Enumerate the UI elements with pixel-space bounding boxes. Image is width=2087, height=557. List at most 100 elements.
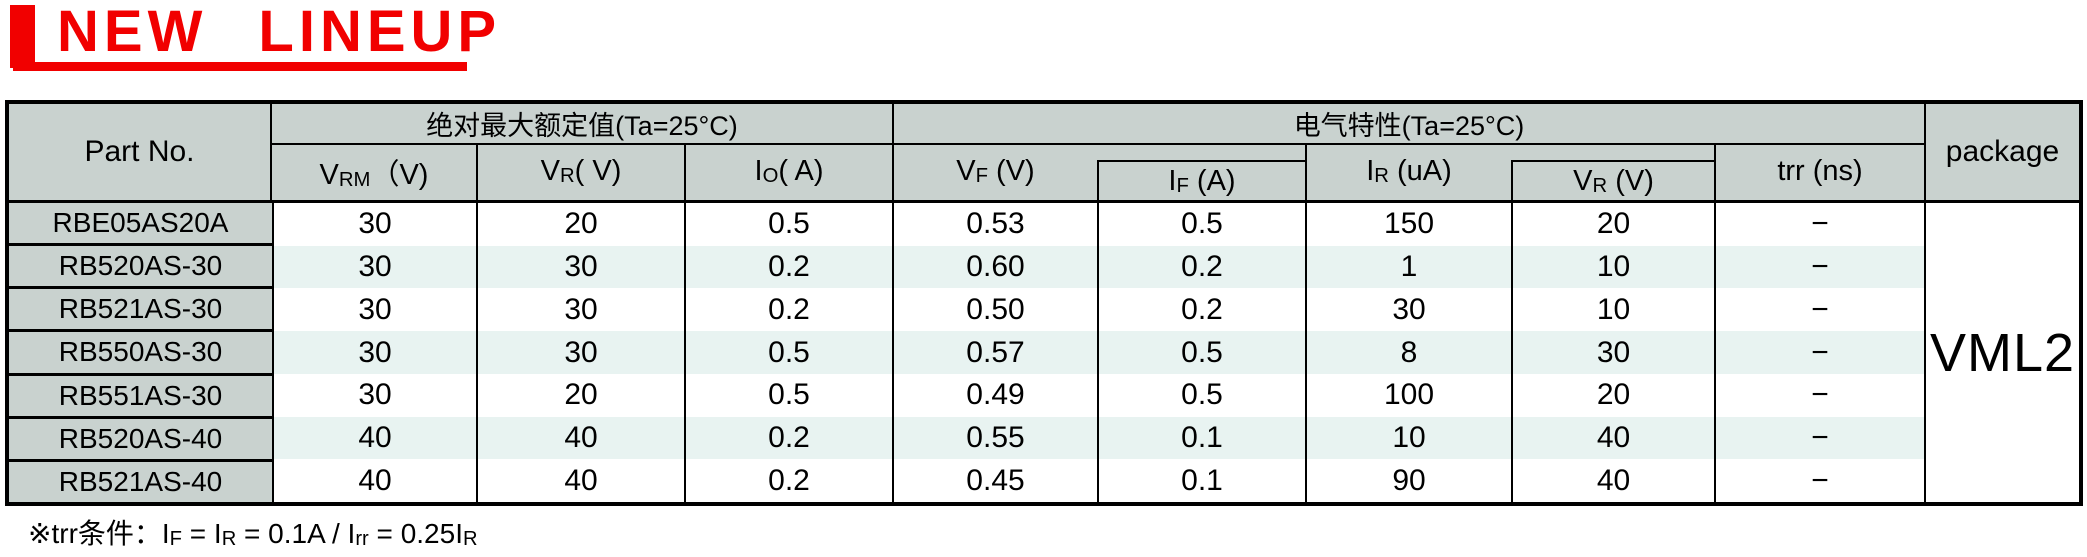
value-cell-ir: 90 [1307,459,1511,503]
symbol: trr [1777,155,1805,187]
header-body-divider [9,200,2079,203]
part-no-cell: RB520AS-30 [9,246,272,290]
value-cell-ir: 10 [1307,416,1511,460]
value-cell-ir: 1 [1307,245,1511,289]
unit: (V) [988,155,1035,187]
value-cell-trr: − [1716,288,1924,332]
value-cell-ir: 100 [1307,373,1511,417]
value-cell-io: 0.2 [686,245,892,289]
value-cell-vr2: 20 [1513,203,1714,246]
value-cell-io: 0.5 [686,203,892,246]
value-cell-vf: 0.60 [894,245,1097,289]
symbol-subscript: R [1374,165,1389,188]
part-no-cell: RB521AS-40 [9,461,272,502]
value-cell-vr: 30 [478,288,684,332]
unit: (uA) [1388,155,1452,187]
unit: (V) [1607,164,1654,197]
header-background [9,104,2079,200]
value-cell-vrm: 40 [274,459,476,503]
trr-condition-note: ※trr条件：IF = IR = 0.1A / Irr = 0.25IR [28,512,478,552]
value-cell-vrm: 30 [274,203,476,246]
group-header-electrical-characteristics: 电气特性(Ta=25°C) [892,104,1924,143]
value-cell-vr: 30 [478,245,684,289]
value-cell-vrm: 40 [274,416,476,460]
package-merged-cell: VML2 [1924,203,2079,502]
value-cell-ir: 150 [1307,203,1511,246]
value-cell-vf: 0.49 [894,373,1097,417]
symbol: V [319,158,339,191]
unit: （V) [370,158,429,191]
value-cell-trr: − [1716,373,1924,417]
column-part-no: RBE05AS20A RB520AS-30 RB521AS-30 RB550AS-30… [9,203,272,502]
note-text: = I [181,518,222,549]
note-subscript: R [462,528,478,551]
symbol: V [1573,164,1593,197]
note-subscript: R [221,528,237,551]
column-trr-values: − − − − − − − [1714,203,1924,503]
symbol: V [956,155,976,187]
note-text: = 0.25I [368,518,463,549]
part-no-cell: RB521AS-30 [9,289,272,333]
value-cell-vr2: 30 [1513,331,1714,374]
title-underline [13,62,467,71]
value-cell-if: 0.5 [1099,331,1305,374]
lineup-table: Part No. 绝对最大额定值(Ta=25°C) 电气特性(Ta=25°C) … [5,100,2083,506]
column-vf-values: 0.53 0.60 0.50 0.57 0.49 0.55 0.45 [892,203,1097,503]
column-vr-values: 20 30 30 30 20 40 40 [476,203,684,503]
value-cell-vf: 0.57 [894,331,1097,374]
part-no-cell: RB520AS-40 [9,418,272,462]
part-no-cell: RBE05AS20A [9,203,272,247]
value-cell-vr2: 40 [1513,416,1714,460]
value-cell-io: 0.2 [686,288,892,332]
value-cell-vr: 40 [478,416,684,460]
value-cell-io: 0.2 [686,416,892,460]
column-header-ir: IR (uA) [1305,143,1511,200]
note-text: = 0.1A / I [236,518,356,549]
column-header-if-condition: IF (A) [1097,160,1305,200]
value-cell-vr2: 10 [1513,245,1714,289]
value-cell-io: 0.5 [686,331,892,374]
group-subheader-divider [272,143,1924,145]
value-cell-vf: 0.55 [894,416,1097,460]
value-cell-if: 0.5 [1099,203,1305,246]
value-cell-vf: 0.50 [894,288,1097,332]
column-header-vf: VF (V) [892,143,1097,200]
value-cell-vf: 0.53 [894,203,1097,246]
value-cell-vrm: 30 [274,373,476,417]
unit: ( A) [778,155,824,187]
symbol-subscript: RM [338,168,371,191]
value-cell-trr: − [1716,203,1924,246]
column-header-vr: VR( V) [476,143,684,200]
group-header-absolute-maximum-ratings: 绝对最大额定值(Ta=25°C) [426,111,738,141]
unit: (ns) [1804,155,1863,187]
column-vr-condition-values: 20 10 10 30 20 40 40 [1511,203,1714,503]
column-header-part-no: Part No. [9,104,272,200]
column-if-values: 0.5 0.2 0.2 0.5 0.5 0.1 0.1 [1097,203,1305,503]
package-value: VML2 [1929,322,2076,383]
value-cell-vr2: 10 [1513,288,1714,332]
value-cell-vrm: 30 [274,288,476,332]
value-cell-vr2: 20 [1513,373,1714,417]
value-cell-trr: − [1716,416,1924,460]
symbol: I [1366,155,1375,187]
symbol-subscript: R [1592,174,1608,197]
value-cell-io: 0.2 [686,459,892,503]
value-cell-if: 0.2 [1099,245,1305,289]
column-header-trr: trr (ns) [1714,143,1924,200]
value-cell-vrm: 30 [274,245,476,289]
value-cell-trr: − [1716,459,1924,503]
value-cell-vr: 30 [478,331,684,374]
note-text: ※trr条件：I [28,518,170,549]
column-header-io: IO( A) [684,143,892,200]
note-subscript: rr [355,528,369,551]
value-cell-vrm: 30 [274,331,476,374]
value-cell-vr: 20 [478,203,684,246]
page-title: NEW LINEUP [57,0,502,64]
unit: (A) [1188,164,1236,197]
symbol: V [540,155,560,187]
part-no-cell: RB550AS-30 [9,332,272,376]
value-cell-if: 0.1 [1099,459,1305,503]
column-header-vrm: VRM（V) [272,143,476,200]
symbol-subscript: F [975,165,988,188]
value-cell-ir: 30 [1307,288,1511,332]
